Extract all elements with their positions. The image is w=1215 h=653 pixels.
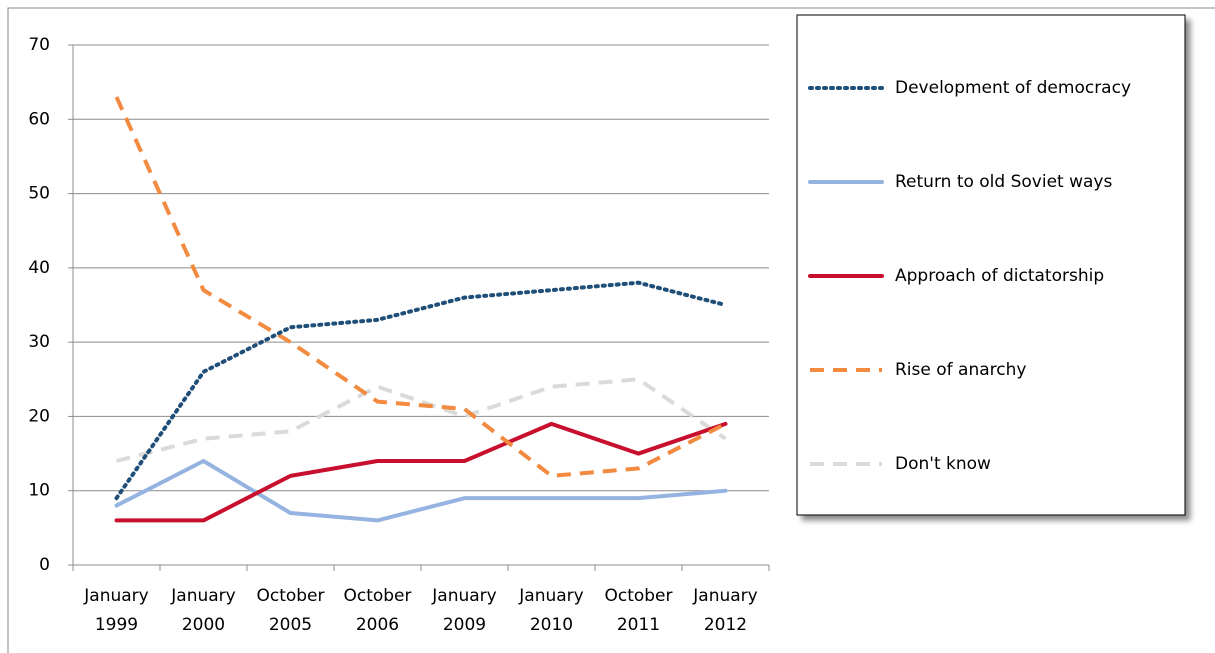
legend-label: Development of democracy [895, 78, 1131, 98]
frame [7, 7, 1215, 653]
x-tick-label-line: October [256, 586, 324, 606]
x-tick-label: October 2011 [604, 586, 672, 635]
x-tick-label: October 2005 [256, 586, 324, 635]
y-tick-label: 50 [28, 184, 50, 204]
x-tick-label-line: January [518, 586, 583, 606]
x-tick-label-line: 2011 [617, 615, 660, 635]
y-tick-label: 60 [28, 109, 50, 129]
x-tick-label-line: January [692, 586, 757, 606]
x-tick-label-line: 2006 [356, 615, 399, 635]
x-tick-label: January 2009 [431, 586, 496, 635]
x-tick-label: January 2012 [692, 586, 757, 635]
y-tick-label: 10 [28, 481, 50, 501]
x-tick-label-line: October [343, 586, 411, 606]
y-tick-label: 70 [28, 35, 50, 55]
x-tick-label-line: 2005 [269, 615, 312, 635]
x-tick-label: January 2010 [518, 586, 583, 635]
series-line [114, 96, 727, 478]
x-tick-label: October 2006 [343, 586, 411, 635]
series-line [114, 280, 728, 501]
y-tick-label: 30 [28, 332, 50, 352]
x-tick-label-line: October [604, 586, 672, 606]
legend-label: Rise of anarchy [895, 360, 1026, 380]
y-tick-label: 0 [39, 555, 50, 575]
x-tick-label-line: 2012 [704, 615, 747, 635]
series-line [114, 421, 728, 523]
legend-label: Don't know [895, 454, 991, 474]
x-tick-label-line: January [83, 586, 148, 606]
legend-box [796, 14, 1186, 516]
y-tick-label: 40 [28, 258, 50, 278]
legend-label: Return to old Soviet ways [895, 172, 1112, 192]
x-tick-label-line: 2000 [182, 615, 225, 635]
x-tick-label: January 2000 [170, 586, 235, 635]
x-tick-label-line: 2010 [530, 615, 573, 635]
series-line [116, 377, 727, 463]
legend-label: Approach of dictatorship [895, 266, 1104, 286]
x-tick-label: January 1999 [83, 586, 148, 635]
x-tick-label-line: 1999 [95, 615, 138, 635]
x-tick-label-line: 2009 [443, 615, 486, 635]
x-tick-label-line: January [170, 586, 235, 606]
x-tick-label-line: January [431, 586, 496, 606]
y-tick-label: 20 [28, 406, 50, 426]
series-line [114, 459, 728, 523]
